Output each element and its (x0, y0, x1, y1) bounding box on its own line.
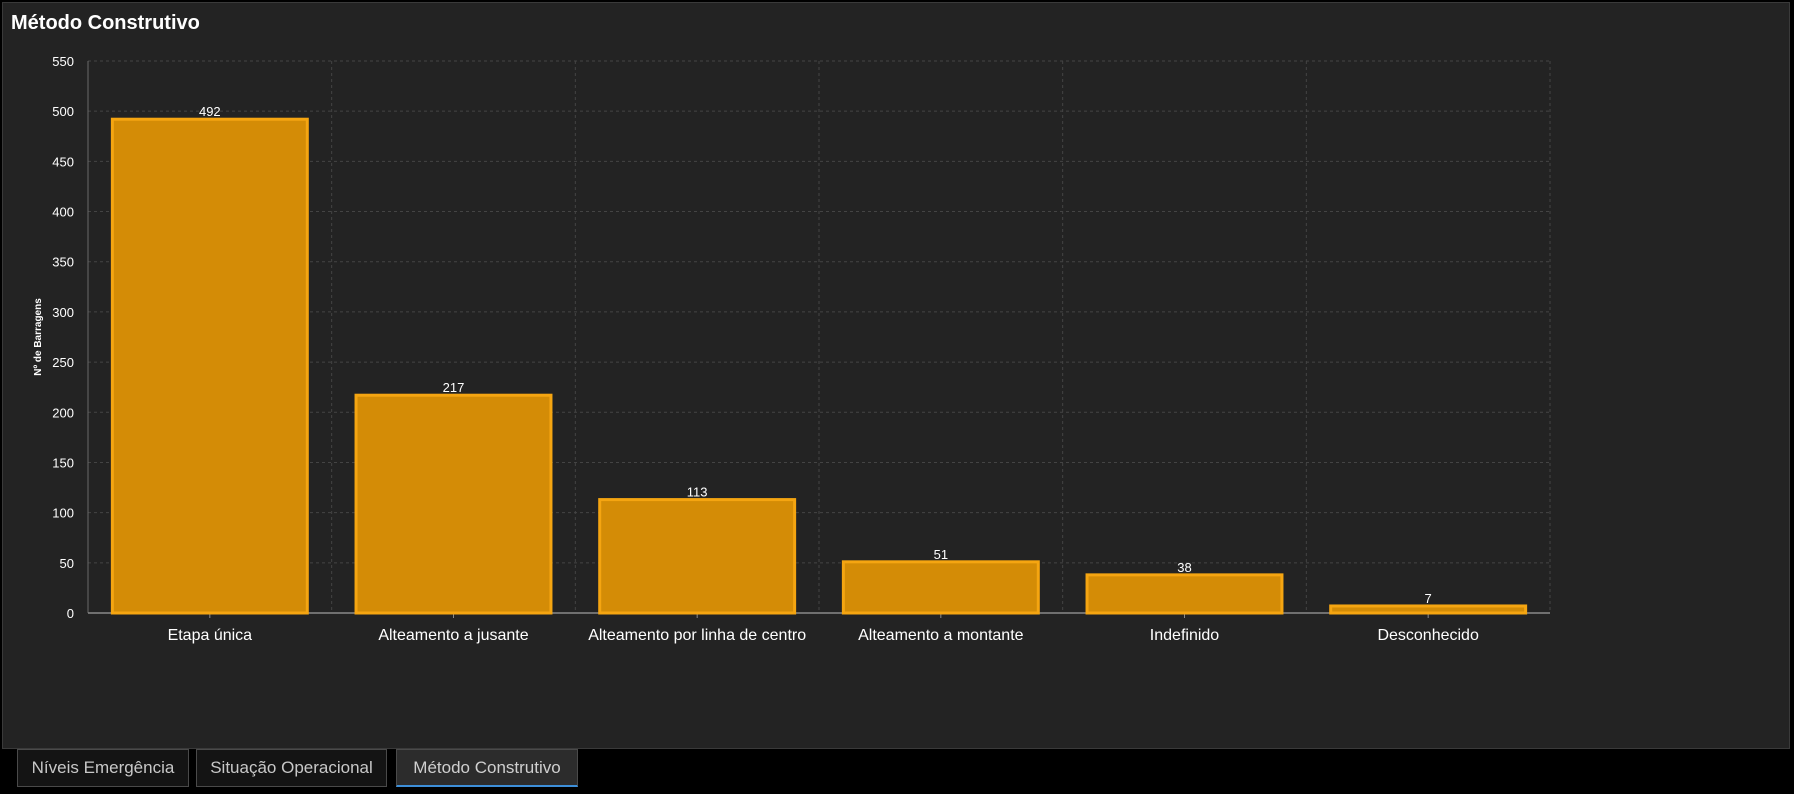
bar-value-label: 113 (687, 485, 708, 500)
y-tick-label: 200 (52, 405, 74, 420)
bar-value-label: 492 (199, 104, 221, 119)
bar-value-label: 51 (934, 547, 948, 562)
bars (110, 117, 1528, 615)
y-tick-label: 400 (52, 205, 74, 220)
panel-title: Método Construtivo (11, 12, 200, 34)
x-tick-label: Desconhecido (1377, 627, 1479, 644)
bar (841, 560, 1040, 615)
x-tick-label: Indefinido (1150, 627, 1219, 644)
y-tick-label: 300 (52, 305, 74, 320)
y-axis-title: Nº de Barragens (33, 298, 44, 376)
y-tick-label: 0 (67, 606, 74, 621)
tab-metodo-construtivo[interactable]: Método Construtivo (396, 749, 578, 787)
x-tick-label: Alteamento a jusante (378, 627, 528, 644)
bar-value-label: 217 (443, 380, 465, 395)
tab-situacao-operacional[interactable]: Situação Operacional (196, 749, 387, 787)
x-tick-label: Etapa única (168, 627, 253, 644)
tab-niveis-emergencia[interactable]: Níveis Emergência (17, 749, 189, 787)
y-tick-label: 450 (52, 154, 74, 169)
bar-value-label: 38 (1177, 560, 1191, 575)
bar-chart: 0 50 100 150 200 250 300 350 400 450 500 550 Nº de B… (33, 54, 1551, 644)
y-tick-label: 150 (52, 455, 74, 470)
y-tick-label: 100 (52, 506, 74, 521)
y-tick-label: 550 (52, 54, 74, 69)
y-tick-label: 350 (52, 255, 74, 270)
y-tick-label: 500 (52, 104, 74, 119)
tab-bar: Níveis Emergência Situação Operacional M… (0, 749, 1794, 794)
grid (88, 60, 1551, 613)
bar-value-label: 7 (1425, 591, 1432, 606)
bar (598, 498, 797, 615)
y-tick-label: 250 (52, 355, 74, 370)
y-tick-label: 50 (60, 556, 74, 571)
x-tick-label: Alteamento a montante (858, 627, 1024, 644)
x-tick-label: Alteamento por linha de centro (588, 627, 806, 644)
axes: 0 50 100 150 200 250 300 350 400 450 500 550 Nº de B… (33, 54, 1550, 621)
bar (1329, 604, 1528, 615)
labels: 492 Etapa única 217 Alteamento a jusante 113… (168, 104, 1479, 644)
bar (110, 117, 309, 615)
bar (354, 393, 553, 615)
bar (1085, 573, 1284, 615)
